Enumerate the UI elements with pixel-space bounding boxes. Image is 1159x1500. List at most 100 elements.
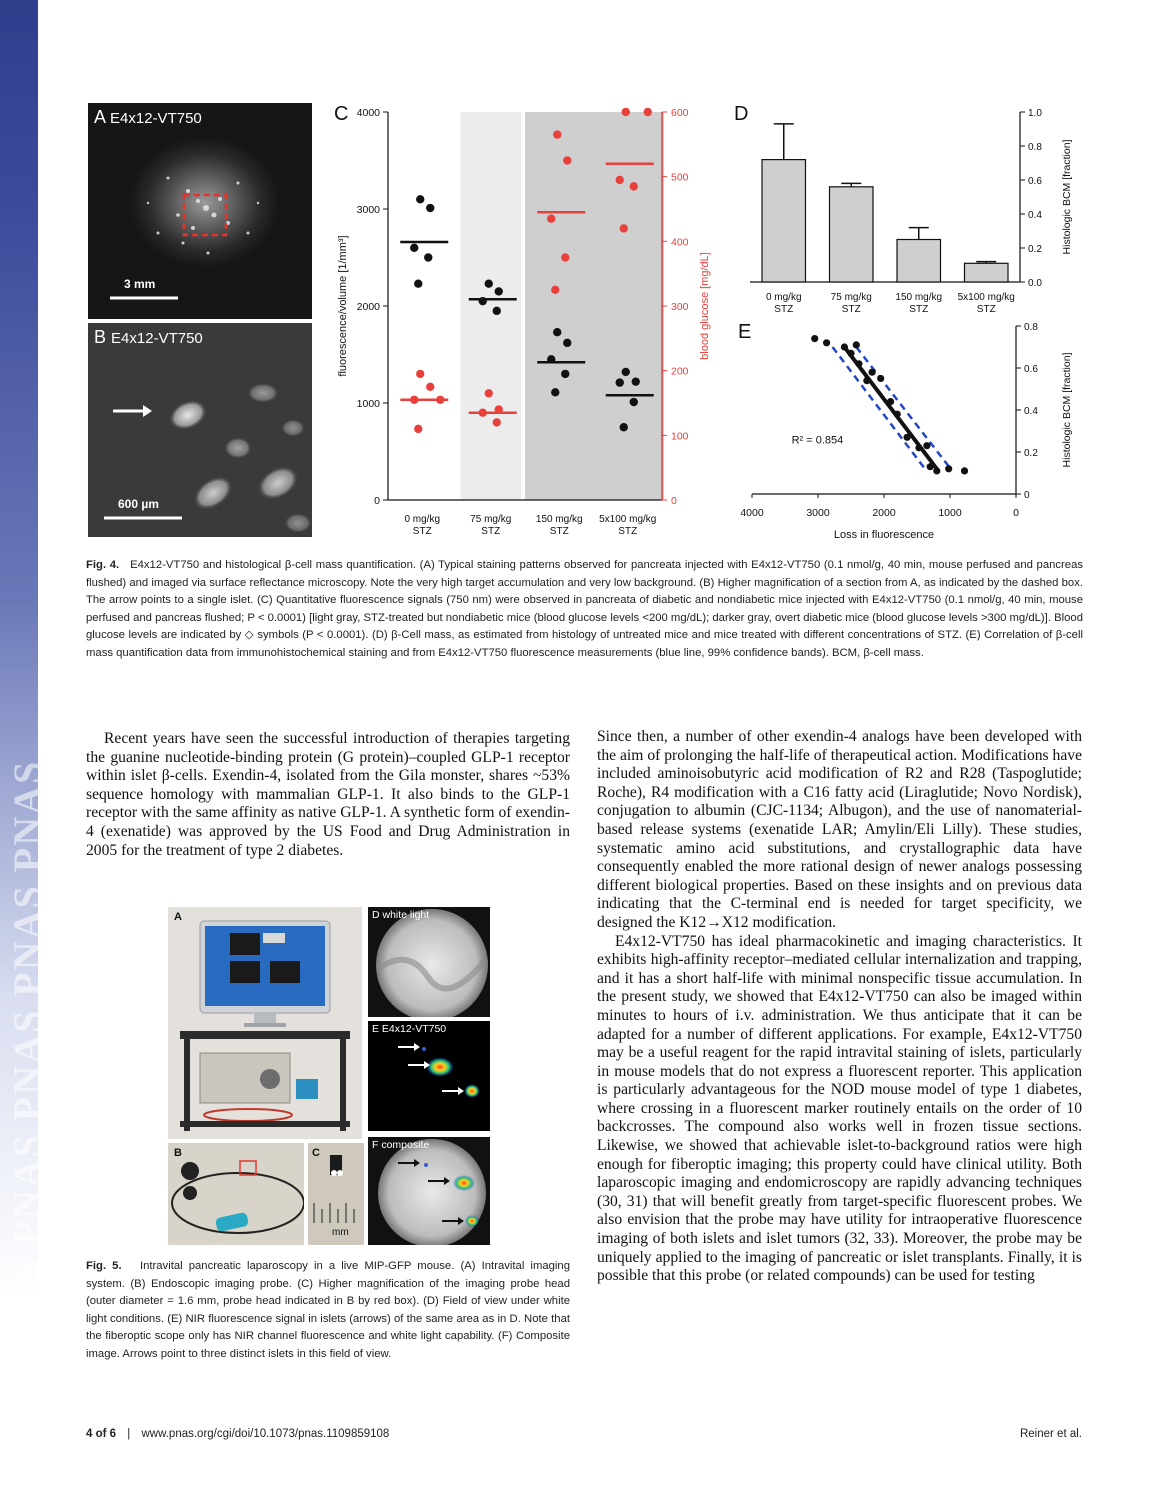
paragraph: Recent years have seen the successful in… [86,730,570,859]
panel-letter: E [738,321,751,343]
panel-label: E E4x12-VT750 [372,1023,447,1035]
panel-letter: A [174,911,182,923]
data-point [960,467,969,475]
journal-sidebar: PNAS PNAS PNAS PNAS PNAS [0,0,38,1500]
x-tick-label: 2000 [872,507,896,519]
data-point [615,378,624,387]
data-point [416,369,425,379]
panel-letter: B [174,1147,182,1159]
x-tick-label: STZ [550,526,569,537]
data-point [868,368,876,376]
panel-letter: C [334,103,348,125]
figure5-panel-a: A [168,907,362,1139]
figure5-panel-d: D white light [368,907,490,1017]
bar [828,186,874,283]
x-tick-label: 5x100 mg/kg [958,292,1015,303]
panel-label: D white light [372,909,430,921]
caption-text: E4x12-VT750 and histological β-cell mass… [86,559,1084,659]
data-point [631,377,640,386]
x-tick-label: STZ [977,304,996,315]
caption-text: Intravital pancreatic laparoscopy in a l… [86,1260,570,1360]
x-tick-label: 1000 [938,507,962,519]
left-column-text: Recent years have seen the successful in… [86,730,570,860]
data-point [553,327,562,337]
data-point [563,156,572,165]
y-tick-label: 0.6 [1024,364,1038,375]
figure5-panel-f: F composite [368,1137,490,1245]
data-point [923,442,931,450]
shade-dark [593,112,664,500]
figure4-panel-a: A E4x12-VT750 3 mm [88,103,312,319]
data-point [852,341,860,349]
data-point [492,306,501,316]
y-tick-label: 1.0 [1028,108,1042,119]
data-point [615,175,624,185]
x-tick-label: STZ [481,526,500,537]
data-point [621,107,630,117]
data-point [887,398,895,406]
figure4-caption: Fig. 4. E4x12-VT750 and histological β-c… [86,557,1083,662]
journal-brand: PNAS PNAS PNAS PNAS PNAS [5,759,38,1370]
data-point [561,369,570,379]
data-point [492,418,501,427]
y-tick-label: 0.4 [1028,210,1042,221]
y2-tick-label: 200 [671,366,689,378]
panel-b-islets [104,383,312,533]
x-tick-label: STZ [774,304,793,315]
data-point [822,339,831,347]
page-number: 4 of 6 [86,1428,117,1440]
bar [963,262,1009,283]
data-point [619,423,628,432]
paragraph: Since then, a number of other exendin-4 … [597,728,1082,931]
x-tick-label: 3000 [806,507,830,519]
data-point [484,389,493,398]
scale-bar-label: 3 mm [124,277,156,291]
panel-letter: D [734,103,748,125]
data-point [619,224,628,233]
data-point [915,444,923,452]
x-tick-label: 0 mg/kg [404,514,440,525]
data-point [629,182,638,191]
x-tick-label: STZ [618,526,637,537]
panel-a-islets [110,176,260,300]
panel-letter: A [94,107,106,127]
shade-light [460,112,521,500]
x-tick-label: 150 mg/kg [895,292,942,303]
y2-tick-label: 100 [671,430,689,442]
data-point [945,465,953,473]
panel-label: F composite [372,1139,430,1151]
y-tick-label: 0.2 [1024,448,1038,459]
y2-axis-label: blood glucose [mg/dL] [699,252,711,360]
footer-author: Reiner et al. [1019,1428,1082,1440]
doi-link[interactable]: www.pnas.org/cgi/doi/10.1073/pnas.110985… [141,1428,390,1440]
y2-tick-label: 500 [671,172,689,184]
panel-label: E4x12-VT750 [111,330,203,347]
data-point [414,279,423,288]
data-point [643,107,652,117]
data-point [551,388,560,397]
data-point [811,335,819,343]
y-tick-label: 0.0 [1028,278,1042,289]
data-point [494,287,503,296]
y-tick-label: 4000 [357,107,381,119]
y-tick-label: 0 [1024,490,1030,501]
r-squared-annotation: R² = 0.854 [792,435,844,447]
x-tick-label: 0 mg/kg [766,292,802,303]
y-axis-label: Histologic BCM [fraction] [1061,139,1073,254]
data-point [553,130,562,139]
scale-bar-label: 600 µm [118,497,159,511]
figure5-caption: Fig. 5. Intravital pancreatic laparoscop… [86,1258,570,1363]
x-tick-label: STZ [842,304,861,315]
data-point [863,377,871,385]
y-tick-label: 1000 [357,398,381,410]
footer-separator: | [127,1428,131,1440]
page-footer: 4 of 6 | www.pnas.org/cgi/doi/10.1073/pn… [86,1428,389,1440]
chart-c: 0 1000 2000 3000 4000 0 100 200 300 400 500 600 fluo… [334,103,711,537]
data-point [426,203,435,213]
data-point [563,338,572,348]
x-tick-label: 75 mg/kg [470,514,511,525]
data-point [903,433,911,441]
x-tick-label: 150 mg/kg [536,514,583,525]
y-tick-label: 3000 [357,204,381,216]
y2-tick-label: 400 [671,236,689,248]
